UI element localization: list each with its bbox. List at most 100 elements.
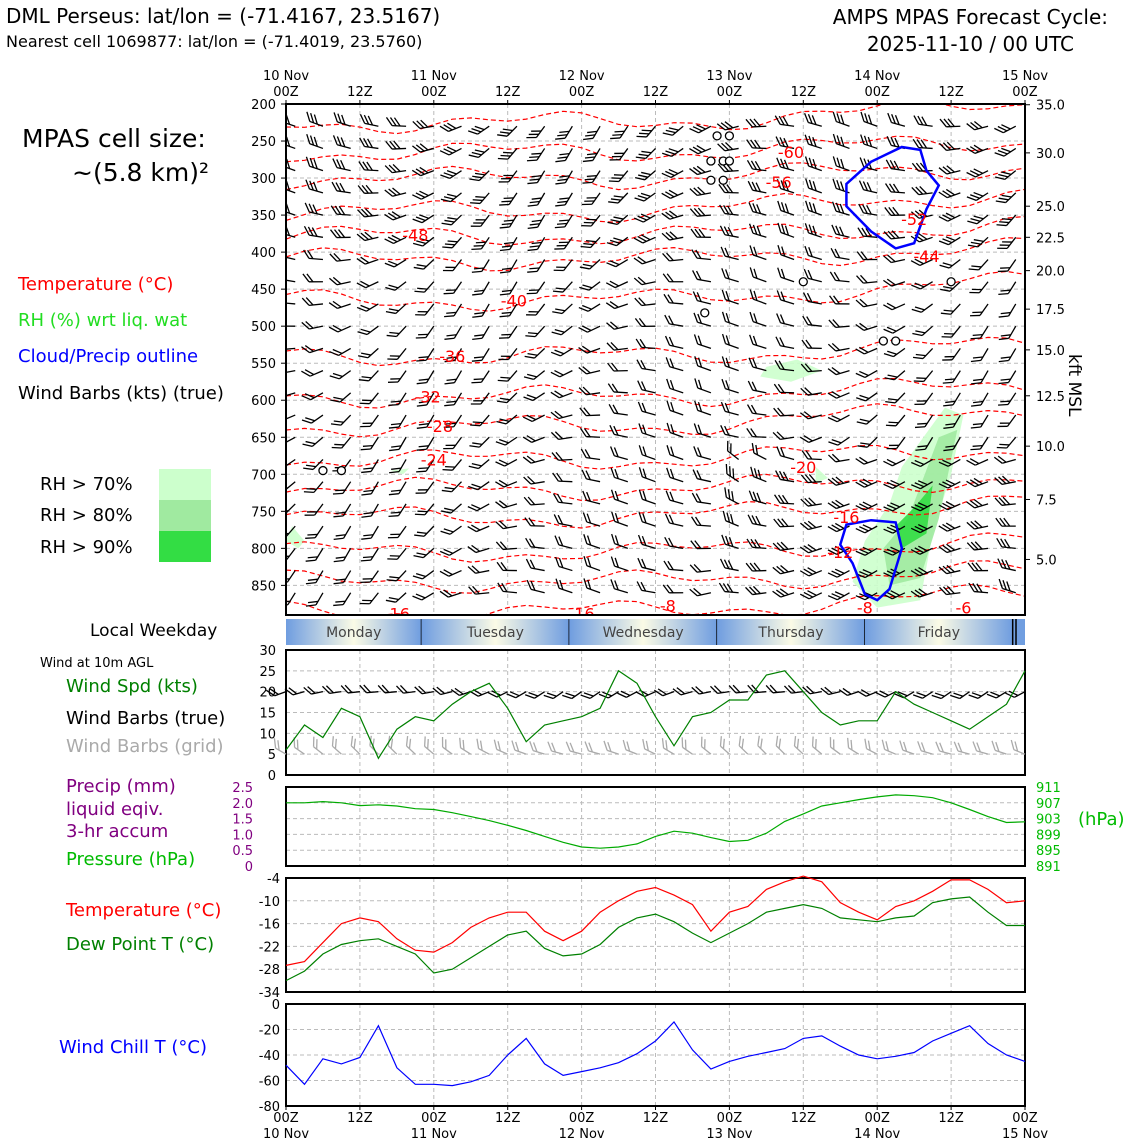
barb-staff — [507, 347, 518, 360]
wind-barb — [855, 322, 878, 331]
wind-barb — [610, 556, 628, 572]
barb-feather — [974, 121, 983, 129]
isotherm-line — [286, 473, 1025, 502]
barb-feather — [580, 245, 591, 249]
barb-feather — [804, 474, 813, 483]
barb-feather — [333, 581, 344, 585]
barb-staff — [613, 412, 628, 416]
wind-barb — [800, 473, 822, 484]
barb-staff — [614, 543, 629, 549]
barb-feather — [753, 268, 758, 279]
barb-feather — [556, 222, 568, 225]
barb-feather — [914, 459, 925, 466]
barb-staff — [308, 303, 324, 307]
barb-feather — [450, 689, 460, 696]
precip-ytick-label: 0 — [245, 860, 253, 875]
barb-feather — [966, 171, 976, 178]
barb-staff — [453, 325, 463, 339]
wind-barb — [527, 236, 546, 252]
bottom-tick-hour: 12Z — [938, 1111, 964, 1126]
barb-feather — [444, 359, 455, 363]
barb-feather — [556, 266, 567, 269]
wind-barb — [772, 588, 795, 598]
wind-barb — [883, 230, 905, 240]
barb-staff — [836, 503, 850, 510]
barb-feather — [881, 739, 886, 750]
wind-barb — [666, 378, 684, 394]
wind-barb — [526, 281, 546, 295]
barb-feather — [725, 142, 734, 150]
barb-feather — [807, 269, 813, 280]
wind-barb — [467, 565, 490, 574]
wind-barb — [856, 392, 878, 402]
wind-barb — [467, 503, 490, 512]
wind-barb — [388, 392, 407, 406]
wind-barb — [358, 370, 379, 382]
barb-feather — [657, 688, 667, 695]
wind-barb — [721, 356, 739, 372]
barb-feather — [910, 548, 921, 555]
barb-feather — [390, 489, 401, 492]
barb-feather — [801, 339, 809, 349]
barb-staff — [724, 433, 739, 438]
barb-feather — [840, 158, 845, 169]
weekday-cell — [286, 619, 422, 645]
barb-feather — [637, 195, 648, 200]
legend-windchill: Wind Chill T (°C) — [59, 1037, 207, 1058]
barb-feather — [919, 185, 928, 195]
barb-staff — [835, 279, 850, 283]
barb-staff — [807, 369, 822, 373]
barb-feather — [474, 311, 485, 315]
barb-feather — [498, 500, 508, 508]
barb-feather — [728, 685, 737, 694]
barb-feather — [970, 359, 981, 363]
barb-feather — [697, 447, 702, 458]
wind-barb-true — [931, 691, 952, 700]
barb-feather — [305, 440, 316, 445]
barb-feather — [305, 464, 317, 468]
barb-feather — [670, 446, 675, 457]
barb-feather — [360, 256, 370, 264]
barb-staff — [370, 436, 379, 450]
barb-staff — [564, 125, 573, 139]
barb-feather — [915, 448, 926, 451]
barb-staff — [558, 458, 573, 461]
barb-feather — [471, 463, 482, 467]
barb-feather — [307, 556, 318, 559]
barb-feather — [472, 199, 483, 202]
isotherm-line — [286, 336, 1025, 367]
barb-feather — [412, 218, 423, 224]
barb-feather — [552, 493, 560, 503]
barb-feather — [885, 741, 889, 752]
barb-feather — [350, 735, 354, 746]
barb-staff — [275, 747, 287, 755]
barb-staff — [727, 450, 740, 460]
barb-feather — [966, 196, 977, 202]
wind-barb-grid — [811, 736, 823, 755]
barb-staff — [614, 455, 628, 461]
wind-barb — [939, 118, 961, 128]
barb-feather — [803, 435, 813, 442]
barb-feather — [303, 491, 314, 494]
barb-staff — [752, 168, 767, 172]
barb-feather — [942, 142, 951, 151]
barb-feather — [381, 684, 390, 693]
barb-feather — [859, 456, 869, 464]
barb-feather — [443, 528, 454, 533]
chill-ytick-label: -20 — [259, 1024, 280, 1039]
barb-feather — [836, 135, 841, 146]
barb-feather — [360, 581, 371, 583]
barb-staff — [586, 478, 601, 483]
barb-feather — [669, 491, 675, 502]
pressure-ytick-label: 899 — [1036, 828, 1061, 843]
barb-feather — [578, 347, 588, 354]
barb-feather — [756, 492, 762, 503]
wind-barb — [522, 414, 545, 423]
barb-staff — [724, 410, 739, 416]
wind-barb — [748, 223, 767, 238]
wind-barb — [527, 192, 546, 207]
wind-barb — [721, 268, 739, 283]
wind-barb — [554, 535, 573, 549]
barb-feather — [883, 506, 894, 512]
barb-feather — [827, 549, 838, 556]
